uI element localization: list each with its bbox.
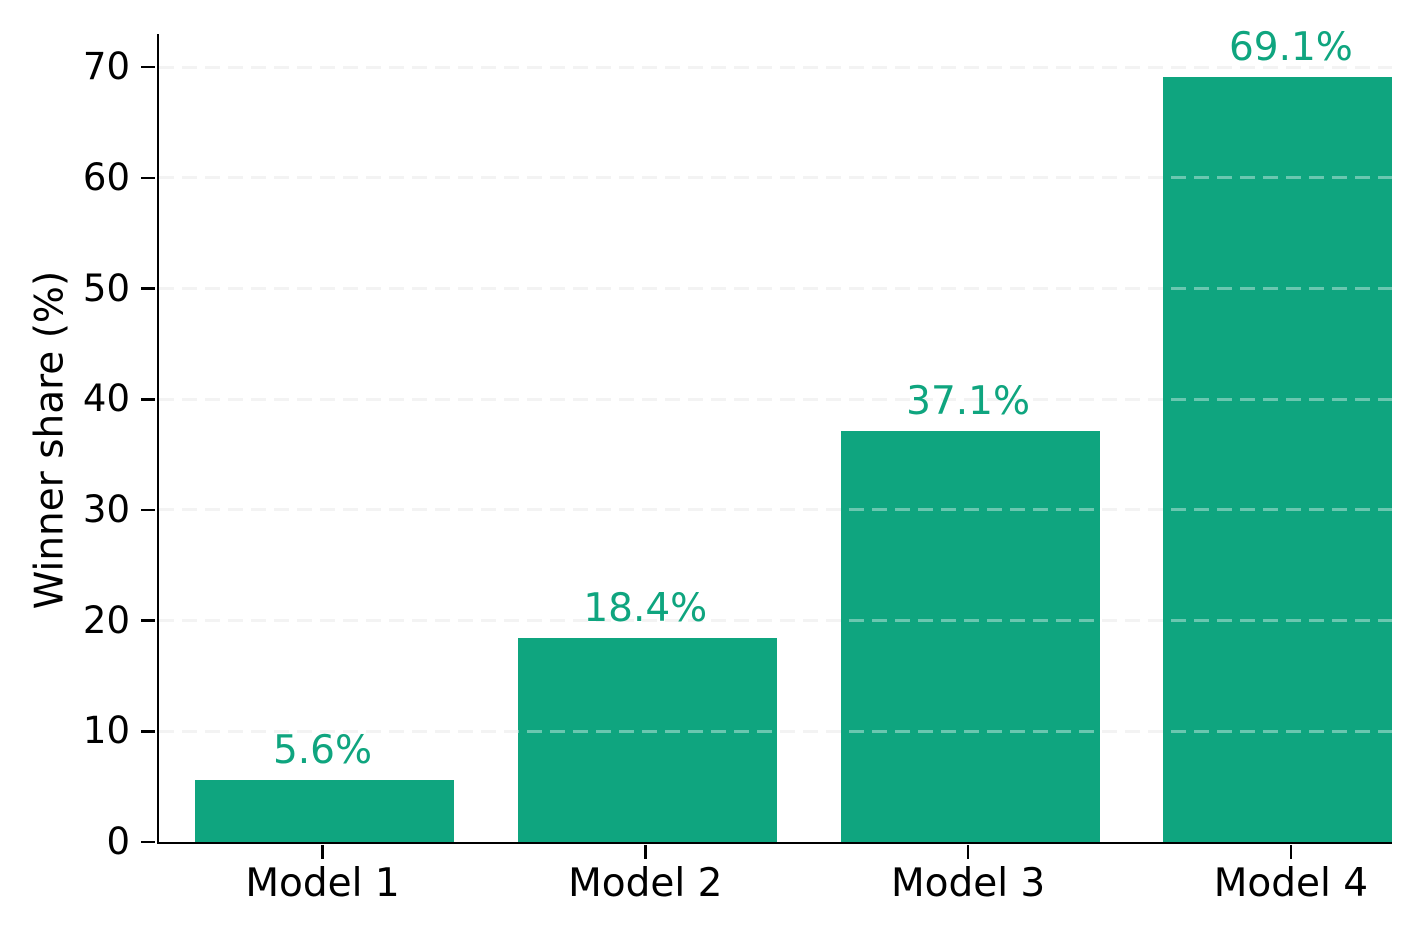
y-axis-tick	[140, 730, 155, 733]
y-axis-tick	[140, 65, 155, 69]
y-axis-tick	[140, 398, 155, 401]
bar	[195, 780, 454, 842]
x-tick-label: Model 4	[1213, 861, 1369, 906]
x-axis-tick	[1289, 845, 1293, 859]
x-axis-tick	[644, 845, 647, 859]
y-axis-tick	[140, 840, 155, 844]
gridline-overlay	[159, 287, 1392, 291]
gridline-overlay	[159, 619, 1392, 623]
gridline-overlay	[159, 508, 1392, 512]
y-tick-label: 10	[82, 709, 130, 753]
gridline-overlay	[159, 65, 1392, 69]
gridline	[159, 176, 1392, 180]
gridline	[159, 619, 1392, 623]
gridline	[159, 65, 1392, 69]
y-axis-label: Winner share (%)	[27, 270, 73, 610]
bar	[517, 638, 777, 842]
bar	[1163, 77, 1392, 842]
x-axis-tick	[321, 845, 324, 859]
bar	[840, 431, 1100, 842]
gridline	[159, 287, 1392, 291]
y-axis-tick	[140, 508, 155, 512]
y-tick-label: 60	[82, 155, 130, 199]
gridline-overlay	[159, 397, 1392, 401]
plot-area	[157, 34, 1392, 844]
y-axis-tick	[140, 619, 155, 622]
gridline	[159, 508, 1392, 512]
gridline	[159, 397, 1392, 401]
y-tick-label: 0	[106, 820, 130, 863]
x-tick-label: Model 1	[245, 861, 400, 906]
x-tick-label: Model 3	[890, 861, 1046, 906]
y-axis-tick	[140, 287, 155, 290]
gridline-overlay	[159, 729, 1392, 733]
gridline-overlay	[159, 176, 1392, 180]
x-tick-label: Model 2	[568, 861, 723, 906]
x-axis-tick	[966, 845, 970, 859]
y-axis-tick	[140, 176, 155, 180]
y-tick-label: 70	[82, 45, 130, 89]
